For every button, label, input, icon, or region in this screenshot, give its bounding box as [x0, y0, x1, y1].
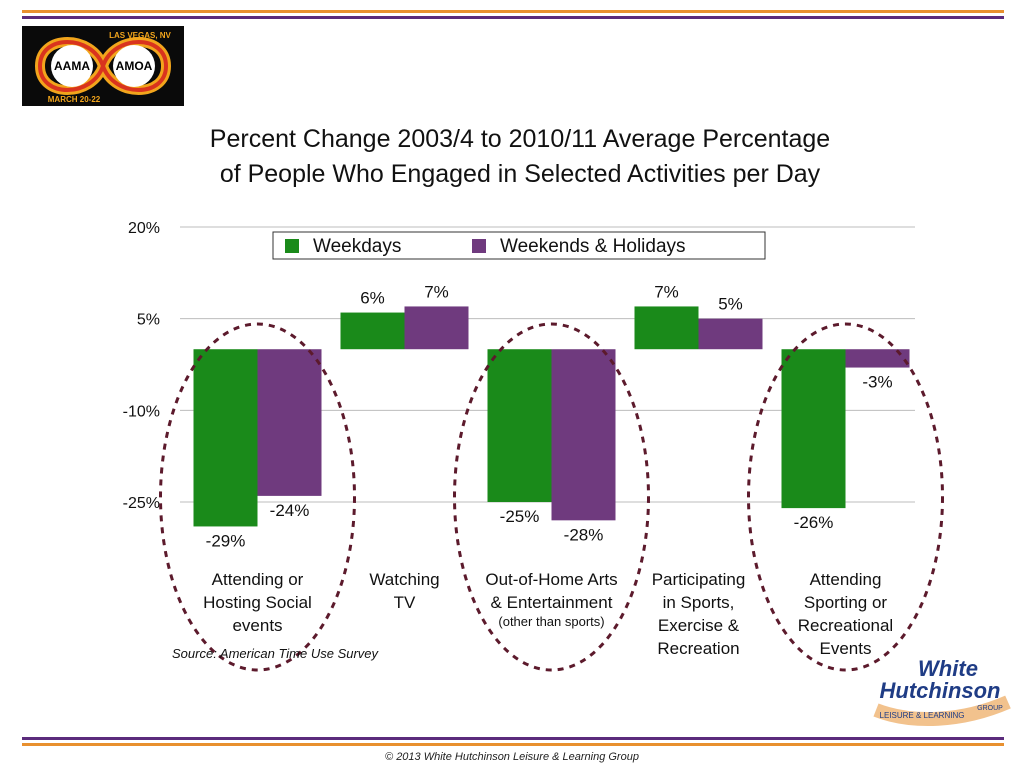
data-label: -24% [270, 501, 310, 520]
category-label: & Entertainment [491, 593, 613, 612]
bar [551, 349, 616, 521]
data-label: 7% [654, 282, 679, 301]
category-label: Out-of-Home Arts [485, 570, 617, 589]
category-label: events [232, 616, 282, 635]
highlight-ellipse [159, 322, 356, 672]
brand-line-1: White [918, 656, 978, 681]
bar [698, 318, 763, 350]
dates-text: MARCH 20-22 [48, 95, 101, 104]
top-orange-rule [22, 10, 1004, 13]
bar [487, 349, 552, 502]
chart-title: Percent Change 2003/4 to 2010/11 Average… [120, 122, 920, 192]
bar [404, 306, 469, 350]
category-label: Hosting Social [203, 593, 312, 612]
chart-title-line-2: of People Who Engaged in Selected Activi… [219, 160, 821, 188]
data-label: -28% [564, 525, 604, 544]
bar [257, 349, 322, 496]
category-label: TV [394, 593, 416, 612]
category-label: Recreation [657, 639, 739, 658]
y-tick-label: -10% [123, 403, 160, 420]
top-purple-rule [22, 16, 1004, 19]
data-label: -3% [862, 373, 892, 392]
copyright-footer: © 2013 White Hutchinson Leisure & Learni… [385, 751, 639, 763]
location-text: LAS VEGAS, NV [109, 31, 171, 40]
category-label: (other than sports) [498, 614, 604, 629]
category-label: Participating [652, 570, 746, 589]
category-label: Sporting or [804, 593, 887, 612]
data-label: -29% [206, 531, 246, 550]
data-label: 6% [360, 289, 385, 308]
brand-line-2: Hutchinson [880, 678, 1001, 703]
source-note: Source: American Time Use Survey [172, 646, 379, 661]
brand-tagline: LEISURE & LEARNING [880, 711, 965, 720]
y-tick-label: -25% [123, 495, 160, 512]
legend-box [272, 231, 766, 260]
data-label: -26% [794, 513, 834, 532]
category-label: Exercise & [658, 616, 740, 635]
category-label: in Sports, [663, 593, 735, 612]
bottom-orange-rule [22, 743, 1004, 746]
highlight-ellipse [453, 322, 650, 672]
category-label: Events [820, 639, 872, 658]
aama-text: AAMA [54, 59, 90, 73]
category-label: Recreational [798, 616, 893, 635]
white-hutchinson-logo: White Hutchinson LEISURE & LEARNING GROU… [862, 652, 1012, 732]
bar [340, 312, 405, 350]
category-label: Watching [369, 570, 439, 589]
bar [781, 349, 846, 509]
legend-label: Weekdays [313, 236, 401, 257]
bottom-purple-rule [22, 737, 1004, 740]
y-tick-label: 20% [128, 220, 160, 237]
event-logo: AAMA AMOA LAS VEGAS, NV MARCH 20-22 [22, 26, 184, 106]
legend-swatch [285, 239, 299, 253]
legend-label: Weekends & Holidays [500, 236, 686, 257]
amoa-text: AMOA [116, 59, 153, 73]
data-label: 7% [424, 282, 449, 301]
bar [193, 349, 258, 527]
highlight-ellipse [747, 322, 944, 672]
legend-swatch [472, 239, 486, 253]
category-label: Attending [810, 570, 882, 589]
brand-tagline-2: GROUP [977, 705, 1003, 712]
bar [845, 349, 910, 368]
category-label: Attending or [212, 570, 304, 589]
y-tick-label: 5% [137, 312, 160, 329]
data-label: 5% [718, 295, 743, 314]
data-label: -25% [500, 507, 540, 526]
bar [634, 306, 699, 350]
chart-title-line-1: Percent Change 2003/4 to 2010/11 Average… [209, 125, 831, 153]
